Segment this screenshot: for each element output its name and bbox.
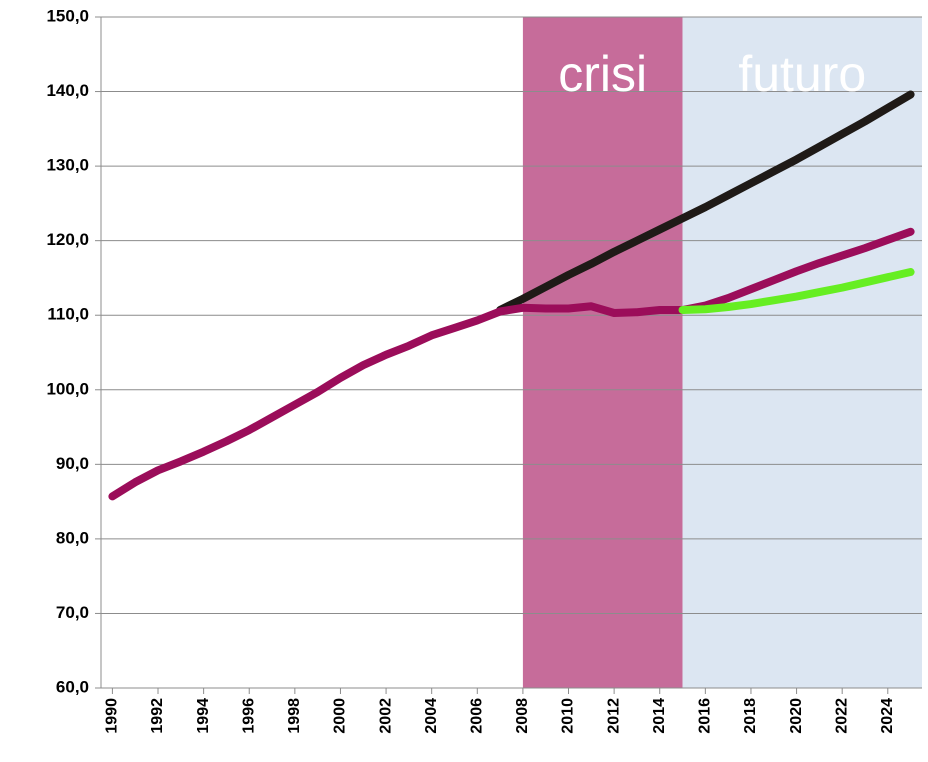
x-tick-label: 1992 (149, 698, 166, 734)
x-tick-label: 2020 (788, 698, 805, 734)
region (682, 17, 922, 688)
x-tick-label: 1990 (104, 698, 121, 734)
x-tick-label: 2024 (879, 698, 896, 734)
x-tick-label: 2012 (605, 698, 622, 734)
series-line (496, 90, 915, 315)
y-tick-label: 130,0 (46, 156, 89, 175)
x-tick-label: 2010 (560, 698, 577, 734)
y-tick-label: 80,0 (56, 528, 89, 547)
x-tick-label: 1998 (286, 698, 303, 734)
y-tick-label: 150,0 (46, 6, 89, 25)
x-tick-label: 2002 (377, 698, 394, 734)
y-tick-label: 120,0 (46, 230, 89, 249)
y-tick-label: 90,0 (56, 454, 89, 473)
x-tick-label: 2008 (514, 698, 531, 734)
x-tick-label: 2016 (697, 698, 714, 734)
region-label: crisi (558, 46, 647, 102)
y-tick-label: 100,0 (46, 379, 89, 398)
series-line (678, 267, 915, 315)
x-tick-label: 1996 (240, 698, 257, 734)
y-tick-label: 70,0 (56, 603, 89, 622)
region (522, 17, 683, 688)
y-tick-label: 110,0 (47, 305, 89, 324)
region-label: futuro (738, 46, 866, 102)
y-tick-label: 140,0 (46, 81, 89, 100)
x-tick-label: 2006 (469, 698, 486, 734)
x-tick-label: 2014 (651, 698, 668, 734)
x-tick-label: 2022 (833, 698, 850, 734)
x-tick-label: 2004 (423, 698, 440, 734)
x-tick-label: 2000 (332, 698, 349, 734)
series-line (108, 227, 915, 501)
x-tick-label: 2018 (742, 698, 759, 734)
y-tick-label: 60,0 (56, 677, 89, 696)
x-tick-label: 1994 (195, 698, 212, 734)
